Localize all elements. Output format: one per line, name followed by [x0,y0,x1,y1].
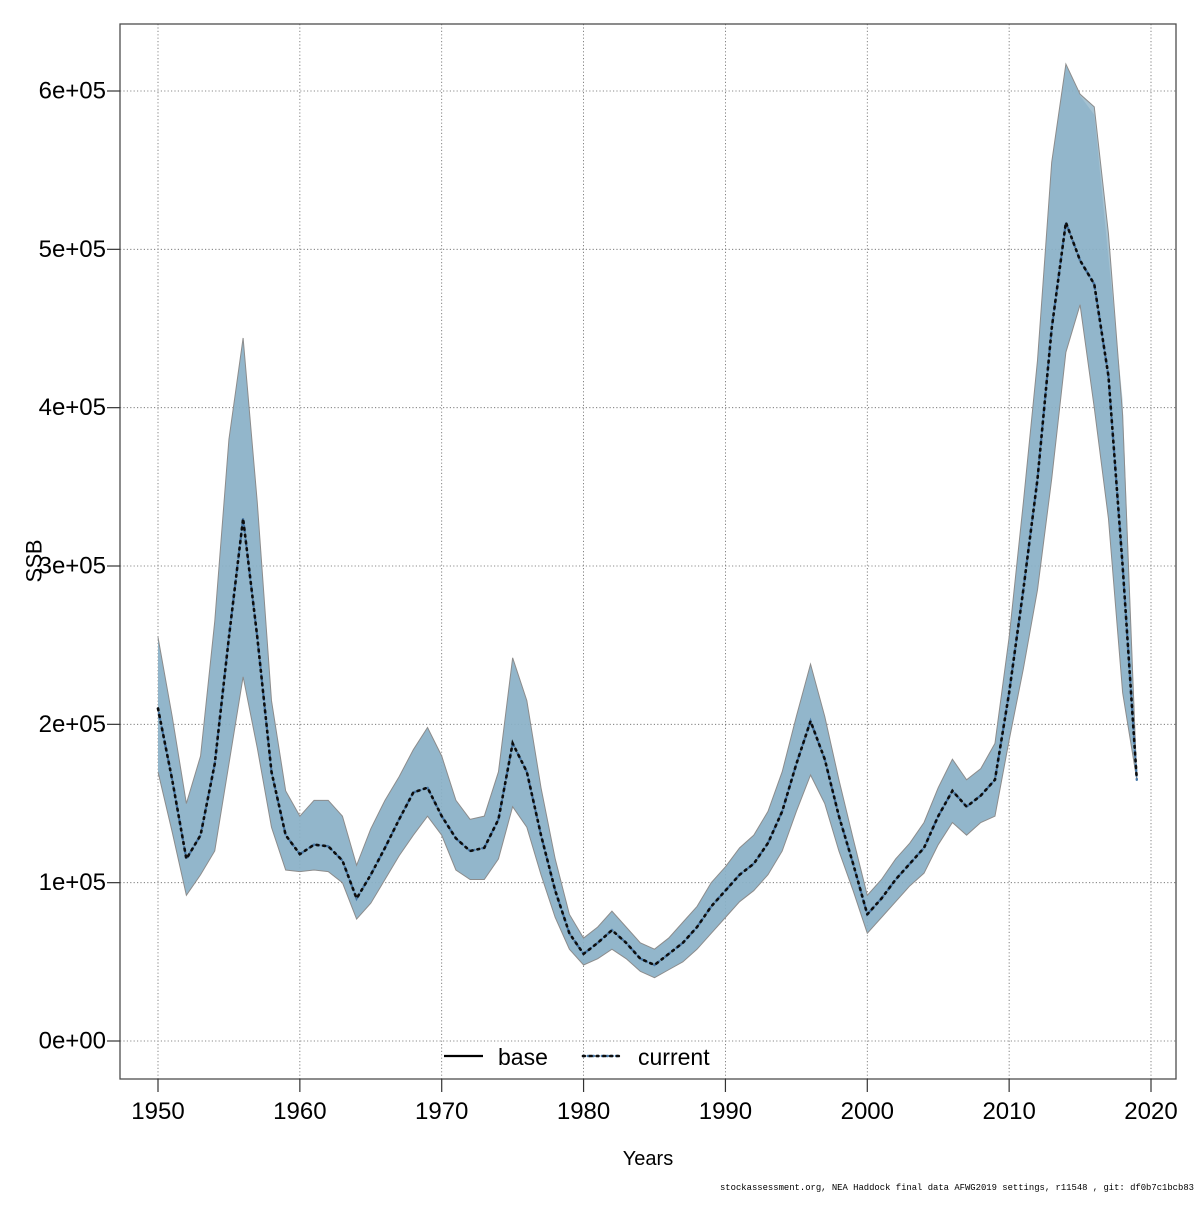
svg-text:1e+05: 1e+05 [39,869,106,896]
svg-text:2e+05: 2e+05 [39,711,106,738]
svg-text:Years: Years [623,1148,673,1170]
svg-text:3e+05: 3e+05 [39,553,106,580]
svg-text:2000: 2000 [841,1098,894,1125]
svg-text:5e+05: 5e+05 [39,236,106,263]
svg-text:0e+00: 0e+00 [39,1028,106,1055]
svg-text:6e+05: 6e+05 [39,78,106,105]
svg-text:base: base [498,1044,548,1070]
svg-text:2010: 2010 [982,1098,1035,1125]
svg-text:1970: 1970 [415,1098,468,1125]
svg-text:2020: 2020 [1124,1098,1177,1125]
svg-text:1990: 1990 [699,1098,752,1125]
svg-text:current: current [638,1044,710,1070]
svg-text:1980: 1980 [557,1098,610,1125]
svg-text:1960: 1960 [273,1098,326,1125]
svg-text:4e+05: 4e+05 [39,394,106,421]
svg-text:1950: 1950 [131,1098,184,1125]
